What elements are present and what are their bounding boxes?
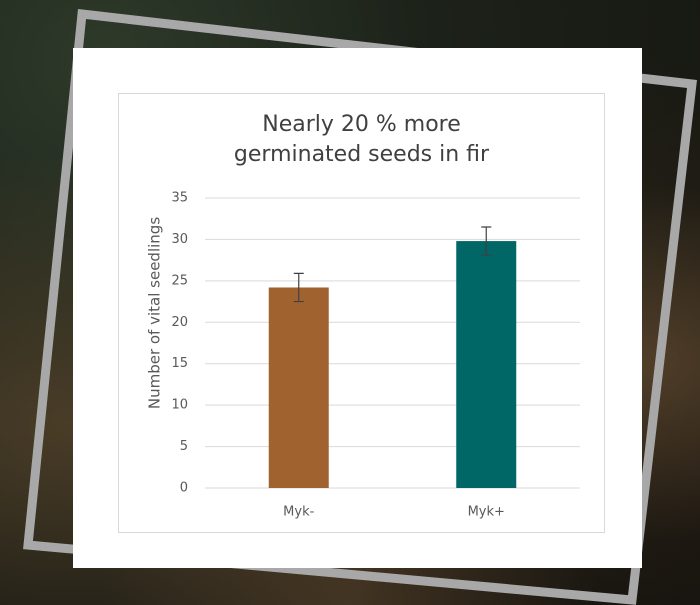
y-axis-label: Number of vital seedlings (146, 217, 164, 409)
card (73, 48, 642, 568)
chart-area (118, 93, 605, 533)
y-tick-label: 20 (171, 315, 188, 330)
y-tick-label: 0 (180, 481, 188, 496)
y-tick-label: 10 (171, 398, 188, 413)
error-bar (481, 226, 492, 256)
x-tick-label: Myk+ (468, 505, 505, 520)
chart-title: Nearly 20 % more germinated seeds in fir (233, 112, 490, 167)
error-bar (293, 272, 304, 303)
y-tick-label: 35 (171, 191, 188, 206)
y-tick-label: 25 (171, 273, 188, 288)
bar (268, 287, 329, 488)
y-tick-label: 30 (171, 232, 188, 247)
bar (456, 241, 517, 488)
y-tick-label: 15 (171, 356, 188, 371)
x-tick-label: Myk- (283, 505, 314, 520)
y-tick-label: 5 (180, 439, 188, 454)
